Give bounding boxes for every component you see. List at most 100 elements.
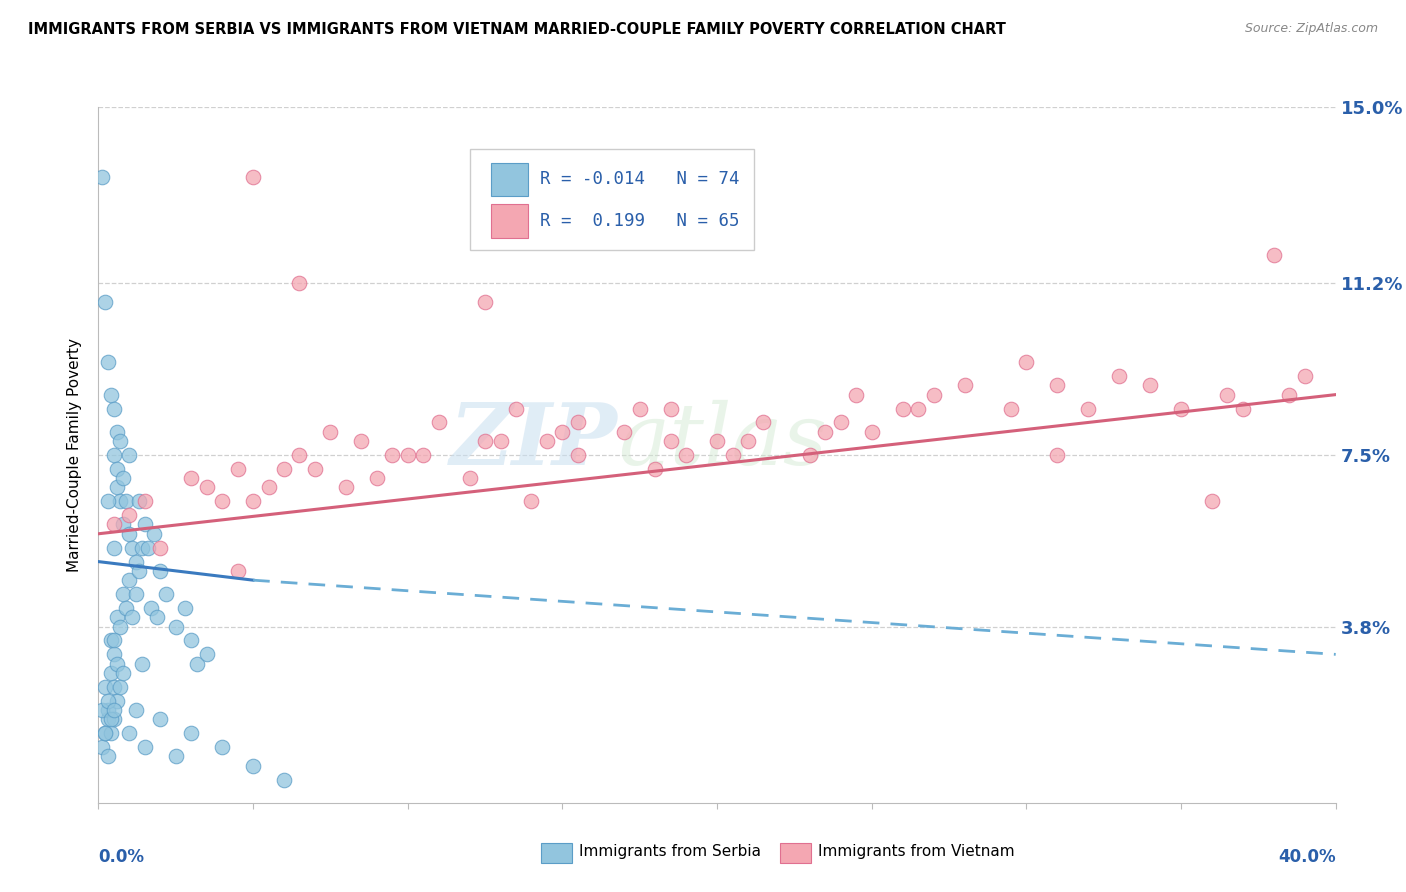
Text: ZIP: ZIP [450,400,619,483]
Point [675,448,697,462]
Point [1263,248,1285,262]
Point [118,508,141,523]
Point [93,726,115,740]
Point [860,425,883,439]
Point [721,448,744,462]
Point [319,425,342,439]
Point [165,619,187,633]
Point [489,434,512,448]
Point [149,712,172,726]
Point [112,587,135,601]
Point [304,462,326,476]
Point [100,726,122,740]
Point [115,494,138,508]
Point [124,703,146,717]
Point [105,657,128,671]
Point [108,434,131,448]
Point [103,712,125,726]
Point [103,648,125,662]
Point [412,448,434,462]
Point [128,564,150,578]
Point [90,703,112,717]
Point [136,541,159,555]
Point [242,758,264,772]
Point [1232,401,1254,416]
Point [103,541,125,555]
Point [628,401,651,416]
Point [105,425,128,439]
Point [149,564,172,578]
Point [366,471,388,485]
Point [100,712,122,726]
Text: 0.0%: 0.0% [98,848,145,866]
Point [100,387,122,401]
Point [288,448,311,462]
Point [706,434,728,448]
Point [146,610,169,624]
Point [93,726,115,740]
Point [121,541,143,555]
Point [103,633,125,648]
Point [118,726,141,740]
Point [97,712,120,726]
Point [226,462,249,476]
Text: atlas: atlas [619,400,827,483]
Point [242,169,264,184]
Point [830,416,852,430]
Point [103,401,125,416]
Point [567,416,589,430]
Point [381,448,404,462]
Point [567,448,589,462]
Point [1108,369,1130,384]
Point [97,694,120,708]
Point [1170,401,1192,416]
Point [288,277,311,291]
Point [257,480,280,494]
Point [100,665,122,680]
Point [108,494,131,508]
Point [659,401,682,416]
Point [427,416,450,430]
Point [1201,494,1223,508]
Point [1077,401,1099,416]
Text: Immigrants from Serbia: Immigrants from Serbia [579,845,761,859]
Point [180,726,202,740]
Point [131,541,153,555]
Point [121,610,143,624]
Point [1046,378,1069,392]
Point [396,448,419,462]
Bar [491,162,527,196]
Point [97,494,120,508]
Point [103,703,125,717]
Point [115,601,138,615]
Point [103,448,125,462]
Point [124,587,146,601]
Point [128,494,150,508]
Point [124,555,146,569]
Point [143,526,166,541]
Point [505,401,527,416]
Point [1046,448,1069,462]
Point [907,401,929,416]
Text: 40.0%: 40.0% [1278,848,1336,866]
Point [273,462,295,476]
Point [165,749,187,764]
Point [97,355,120,369]
Point [195,648,218,662]
Point [659,434,682,448]
Y-axis label: Married-Couple Family Poverty: Married-Couple Family Poverty [67,338,83,572]
Point [891,401,914,416]
Point [1294,369,1316,384]
Point [814,425,837,439]
Point [118,526,141,541]
Bar [491,204,527,238]
Point [118,448,141,462]
Point [97,749,120,764]
Point [845,387,868,401]
Point [226,564,249,578]
Point [953,378,976,392]
Point [180,471,202,485]
Point [752,416,775,430]
Point [1278,387,1301,401]
Point [134,740,156,755]
